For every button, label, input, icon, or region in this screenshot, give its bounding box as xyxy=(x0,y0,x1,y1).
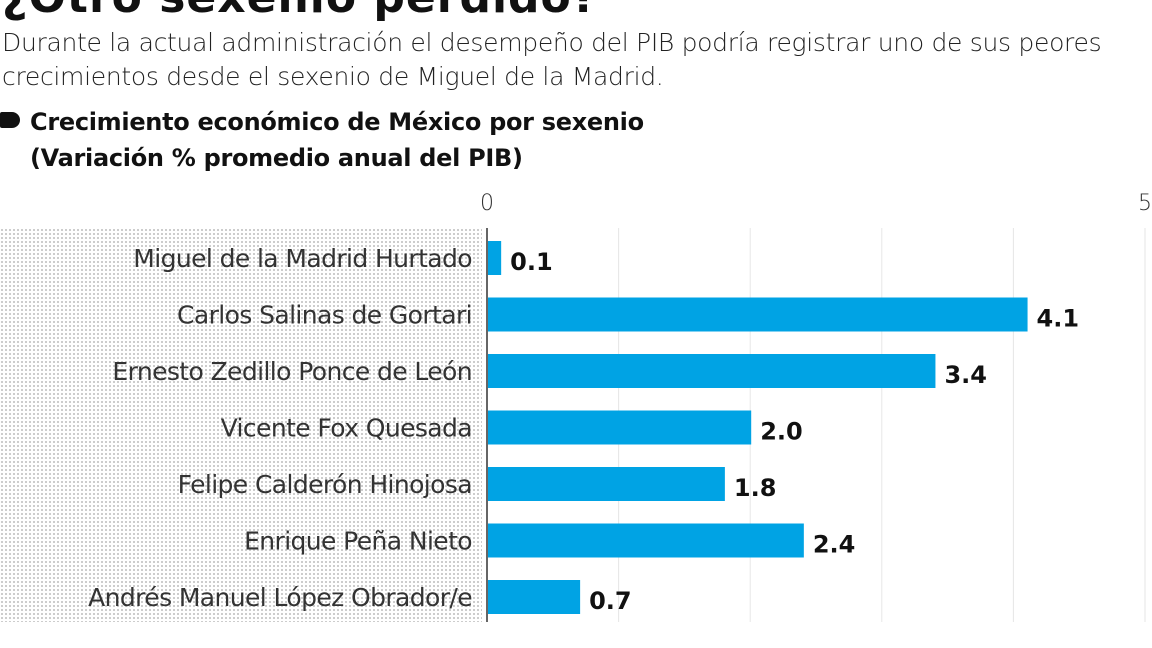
data-label: 0.7 xyxy=(589,587,632,615)
bar xyxy=(488,467,725,501)
bar xyxy=(488,354,936,388)
headline: ¿Otro sexenio perdido? xyxy=(2,0,598,23)
bar xyxy=(488,580,581,614)
bar xyxy=(488,410,752,445)
bar xyxy=(488,523,804,558)
chart-subtitle: (Variación % promedio anual del PIB) xyxy=(30,144,523,172)
subtitle: Durante la actual administración el dese… xyxy=(2,28,1102,91)
category-label: Carlos Salinas de Gortari xyxy=(177,301,472,330)
x-tick-label: 5 xyxy=(1138,191,1152,216)
bar xyxy=(488,241,502,275)
data-label: 0.1 xyxy=(510,248,553,276)
category-label: Felipe Calderón Hinojosa xyxy=(178,470,472,499)
data-label: 2.0 xyxy=(760,418,803,446)
category-label: Vicente Fox Quesada xyxy=(221,414,472,443)
chart-title-block: Crecimiento económico de México por sexe… xyxy=(30,104,644,176)
category-label: Miguel de la Madrid Hurtado xyxy=(133,244,472,273)
data-label: 1.8 xyxy=(734,474,777,502)
chart-title: Crecimiento económico de México por sexe… xyxy=(30,108,644,136)
category-label: Enrique Peña Nieto xyxy=(244,527,472,556)
bullet-icon xyxy=(0,112,20,128)
data-label: 2.4 xyxy=(813,531,856,559)
category-label: Ernesto Zedillo Ponce de León xyxy=(112,357,472,386)
category-label: Andrés Manuel López Obrador/e xyxy=(88,583,472,612)
bar xyxy=(488,297,1028,332)
data-label: 4.1 xyxy=(1037,305,1080,333)
data-label: 3.4 xyxy=(944,361,987,389)
dotted-label-background xyxy=(0,228,482,622)
x-tick-label: 0 xyxy=(480,191,494,216)
